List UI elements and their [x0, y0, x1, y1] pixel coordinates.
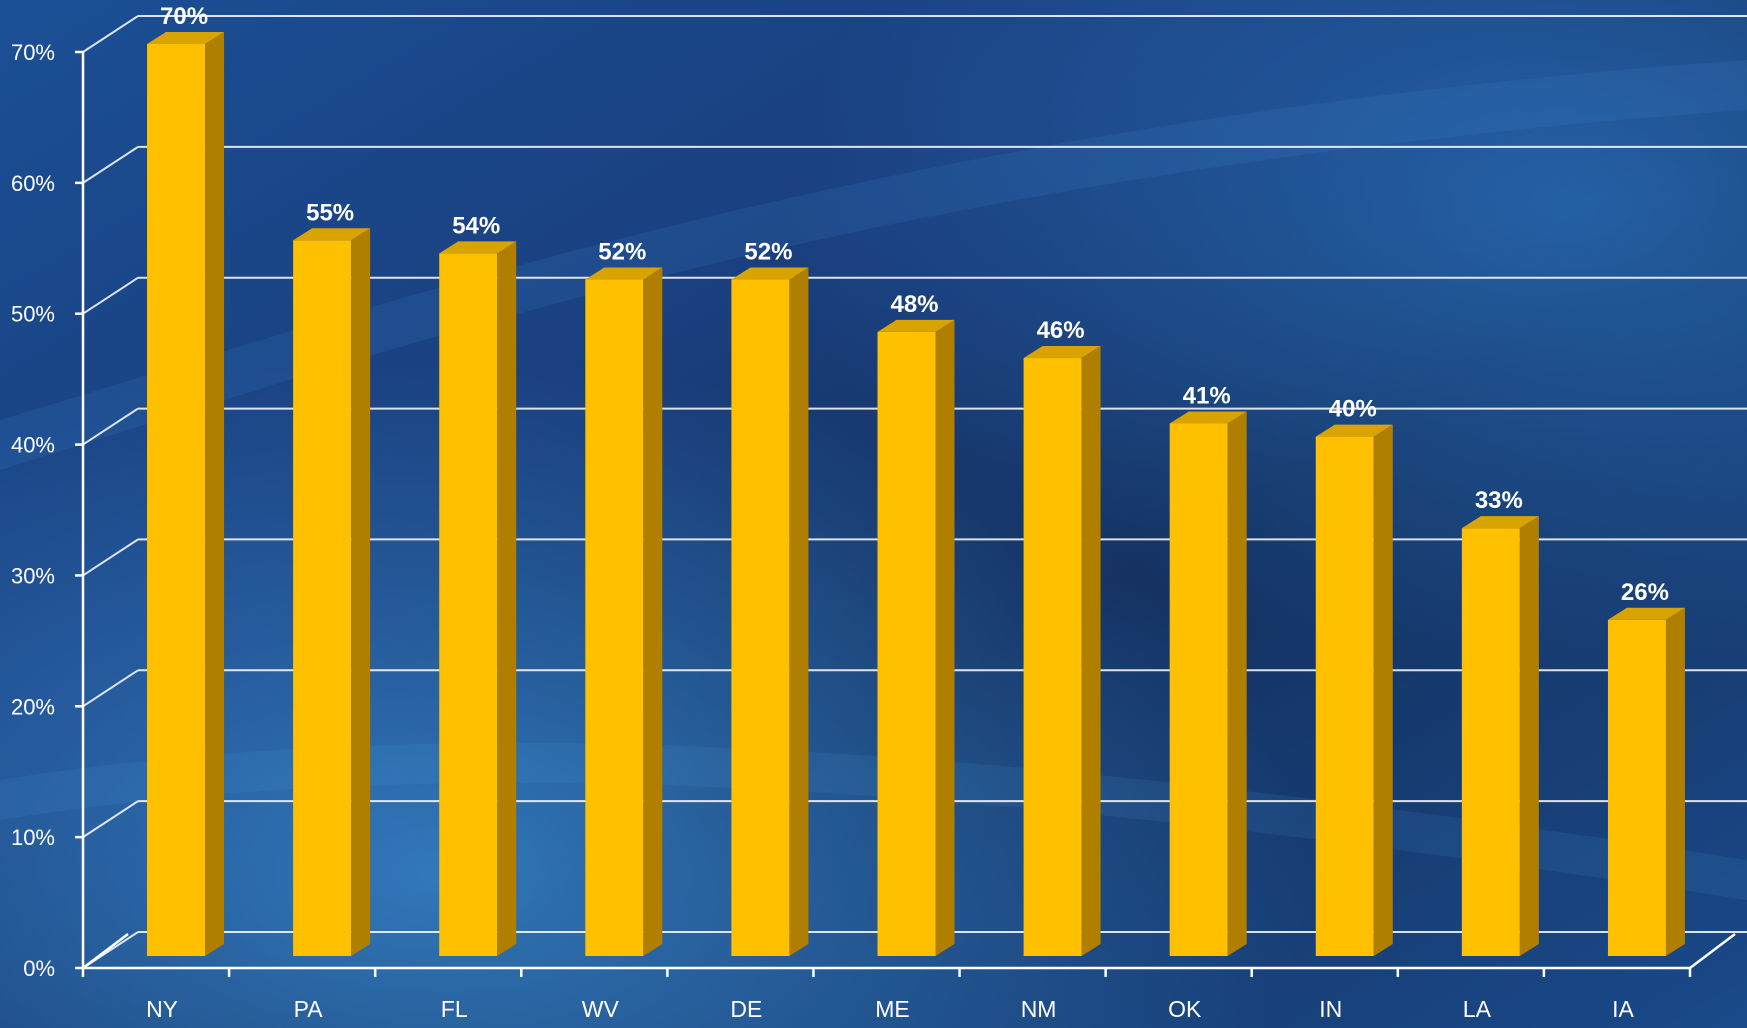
x-tick-label: NM	[1021, 996, 1057, 1022]
bars-layer	[147, 32, 1685, 957]
data-label: 26%	[1621, 579, 1669, 606]
bar-me	[877, 319, 955, 956]
bar-side	[1081, 346, 1101, 956]
x-tick-label: OK	[1168, 996, 1202, 1022]
bar-top	[439, 241, 517, 254]
x-tick-label: ME	[875, 996, 910, 1022]
gridline-depth	[82, 407, 139, 446]
x-tick-label: IN	[1319, 996, 1342, 1022]
bar-side	[497, 241, 517, 956]
bar-in	[1315, 424, 1393, 957]
y-tick-label: 70%	[11, 40, 55, 65]
data-label: 33%	[1475, 487, 1523, 514]
y-tick-label: 20%	[11, 694, 55, 719]
floor-edge	[1689, 933, 1736, 969]
bar-side	[1519, 516, 1539, 956]
bar-front	[731, 279, 790, 956]
bar-la	[1461, 516, 1539, 956]
bar-nm	[1023, 346, 1101, 956]
x-tick-label: LA	[1463, 996, 1492, 1022]
bar-top	[293, 228, 371, 241]
bar-front	[293, 240, 352, 957]
bar-ok	[1169, 411, 1247, 956]
bar-front	[1607, 619, 1666, 956]
gridline-depth	[82, 146, 139, 184]
background-swoosh	[0, 742, 1747, 900]
bar-ny	[147, 32, 225, 956]
data-label: 46%	[1037, 317, 1085, 344]
bar-top	[585, 267, 663, 280]
bar-side	[643, 267, 663, 956]
bar-top	[1607, 607, 1685, 620]
data-label: 40%	[1329, 396, 1377, 423]
bar-side	[205, 32, 225, 956]
bar-front	[147, 44, 206, 956]
bar-front	[877, 331, 936, 956]
bar-pa	[293, 228, 371, 957]
bar-de	[731, 267, 809, 956]
data-label: 54%	[452, 212, 500, 239]
x-tick-label: FL	[441, 996, 468, 1022]
labels-layer: 70% NY 55% PA 54% FL 52% WV 52% DE 48% ME 46% NM 41% OK…	[146, 3, 1669, 1022]
gridline-depth	[82, 538, 139, 577]
gridline-depth	[82, 800, 139, 838]
bar-top	[731, 267, 809, 280]
x-tick-label: PA	[294, 996, 324, 1022]
y-tick-label: 10%	[11, 825, 55, 850]
x-tick-label: NY	[146, 996, 178, 1022]
bar-front	[585, 279, 644, 956]
bar-front	[1169, 423, 1228, 956]
bar-top	[1315, 424, 1393, 437]
bar-side	[1665, 607, 1685, 956]
axis-layer: 0% 10% 20% 30% 40% 50% 60% 70%	[11, 40, 1736, 981]
bar-top	[877, 319, 955, 332]
bar-ia	[1607, 607, 1685, 956]
y-tick-label: 50%	[11, 302, 55, 327]
floor-edge	[82, 933, 129, 969]
gridline-depth	[82, 669, 139, 708]
y-tick-label: 40%	[11, 433, 55, 458]
bar-front	[1461, 528, 1520, 956]
data-label: 52%	[598, 239, 646, 266]
bar-top	[147, 32, 225, 44]
bar-front	[1315, 436, 1374, 957]
bar-fl	[439, 241, 517, 956]
data-label: 70%	[160, 3, 208, 30]
y-tick-label: 30%	[11, 563, 55, 588]
gridline-depth	[82, 276, 139, 315]
data-label: 41%	[1183, 382, 1231, 409]
bar-top	[1461, 516, 1539, 529]
data-label: 52%	[744, 239, 792, 266]
background-swoosh	[0, 60, 1747, 470]
bar-side	[1373, 424, 1393, 957]
data-label: 55%	[306, 199, 354, 226]
bar-side	[351, 228, 371, 957]
bar-top	[1169, 411, 1247, 424]
bar-front	[439, 253, 498, 956]
bar-side	[789, 267, 809, 956]
bar-side	[1227, 411, 1247, 956]
x-tick-label: DE	[730, 996, 762, 1022]
bar-wv	[585, 267, 663, 956]
bar-side	[935, 319, 955, 956]
gridline-depth	[82, 15, 139, 53]
y-tick-label: 0%	[23, 956, 55, 981]
bar-front	[1023, 358, 1082, 956]
data-label: 48%	[890, 291, 938, 318]
bar-top	[1023, 346, 1101, 359]
x-tick-label: WV	[582, 996, 620, 1022]
x-tick-label: IA	[1612, 996, 1634, 1022]
y-tick-label: 60%	[11, 171, 55, 196]
